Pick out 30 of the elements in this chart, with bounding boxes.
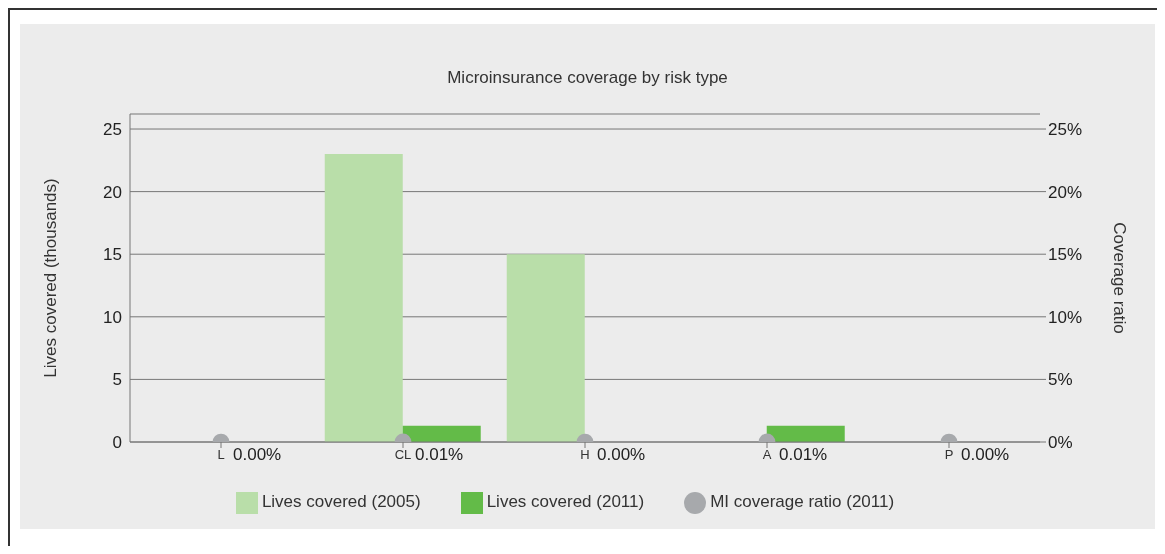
y2-axis-title: Coverage ratio xyxy=(1109,222,1129,334)
y-tick-label: 5 xyxy=(112,370,122,390)
x-tick-label: A xyxy=(762,447,772,463)
y-tick-label: 0 xyxy=(112,433,122,453)
data-label: 0.00% xyxy=(233,445,282,464)
x-tick-label: P xyxy=(944,447,954,463)
y2-tick-label: 25% xyxy=(1048,120,1083,140)
x-tick-label: L xyxy=(217,447,225,463)
chart-title: Microinsurance coverage by risk type xyxy=(446,68,729,88)
y2-tick-label: 10% xyxy=(1048,307,1083,327)
x-tick-label: CL xyxy=(394,447,412,463)
y2-tick-label: 20% xyxy=(1048,182,1083,202)
data-label: 0.01% xyxy=(415,444,464,464)
data-label: 0.00% xyxy=(961,445,1010,464)
y-tick-label: 20 xyxy=(103,182,122,202)
data-label: 0.00% xyxy=(597,445,646,464)
bar xyxy=(324,154,403,442)
bar xyxy=(506,254,585,442)
y-tick-label: 10 xyxy=(103,307,122,327)
y2-tick-label: 15% xyxy=(1048,245,1083,265)
legend-label: Lives covered (2011) xyxy=(486,492,645,512)
y-tick-label: 25 xyxy=(103,120,122,140)
y2-tick-label: 0% xyxy=(1048,433,1073,453)
y2-tick-label: 5% xyxy=(1048,370,1073,390)
legend-label: MI coverage ratio (2011) xyxy=(710,492,895,512)
x-tick-label: H xyxy=(580,447,590,463)
y-axis-title: Lives covered (thousands) xyxy=(41,178,61,378)
data-label: 0.01% xyxy=(779,444,828,464)
y-tick-label: 15 xyxy=(103,245,122,265)
legend-label: Lives covered (2005) xyxy=(261,492,421,512)
